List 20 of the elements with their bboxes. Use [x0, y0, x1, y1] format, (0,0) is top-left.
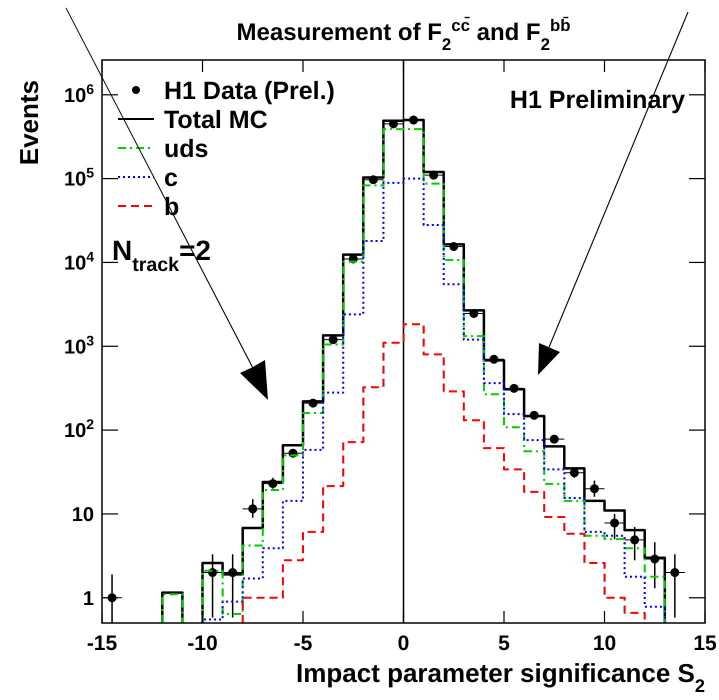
y-tick-label: 1 [82, 588, 94, 610]
x-tick-label: 15 [693, 632, 717, 655]
x-tick-label: -15 [86, 632, 118, 655]
legend-label: c [164, 164, 178, 192]
y-tick-label: 10$^{2}$ [64, 416, 94, 442]
y-tick-label: 10$^{6}$ [64, 80, 94, 107]
x-tick-label: -5 [294, 632, 313, 655]
x-tick-label: 0 [398, 632, 410, 655]
x-tick-label: 10 [592, 632, 616, 655]
y-tick-label: 10$^{3}$ [64, 332, 94, 358]
x-tick-label: 5 [498, 632, 510, 655]
legend-label: H1 Data (Prel.) [164, 77, 335, 105]
x-axis-title: Impact parameter significance S$_{2}$ [296, 658, 705, 696]
y-tick-label: 10 [72, 504, 94, 526]
legend-label: Total MC [164, 106, 268, 134]
y-axis-title: Events [14, 80, 44, 166]
y-tick-label: 10$^{4}$ [64, 248, 94, 274]
legend-label: uds [164, 135, 208, 163]
x-tick-label: -10 [187, 632, 218, 655]
y-tick-label: 10$^{5}$ [64, 164, 94, 191]
